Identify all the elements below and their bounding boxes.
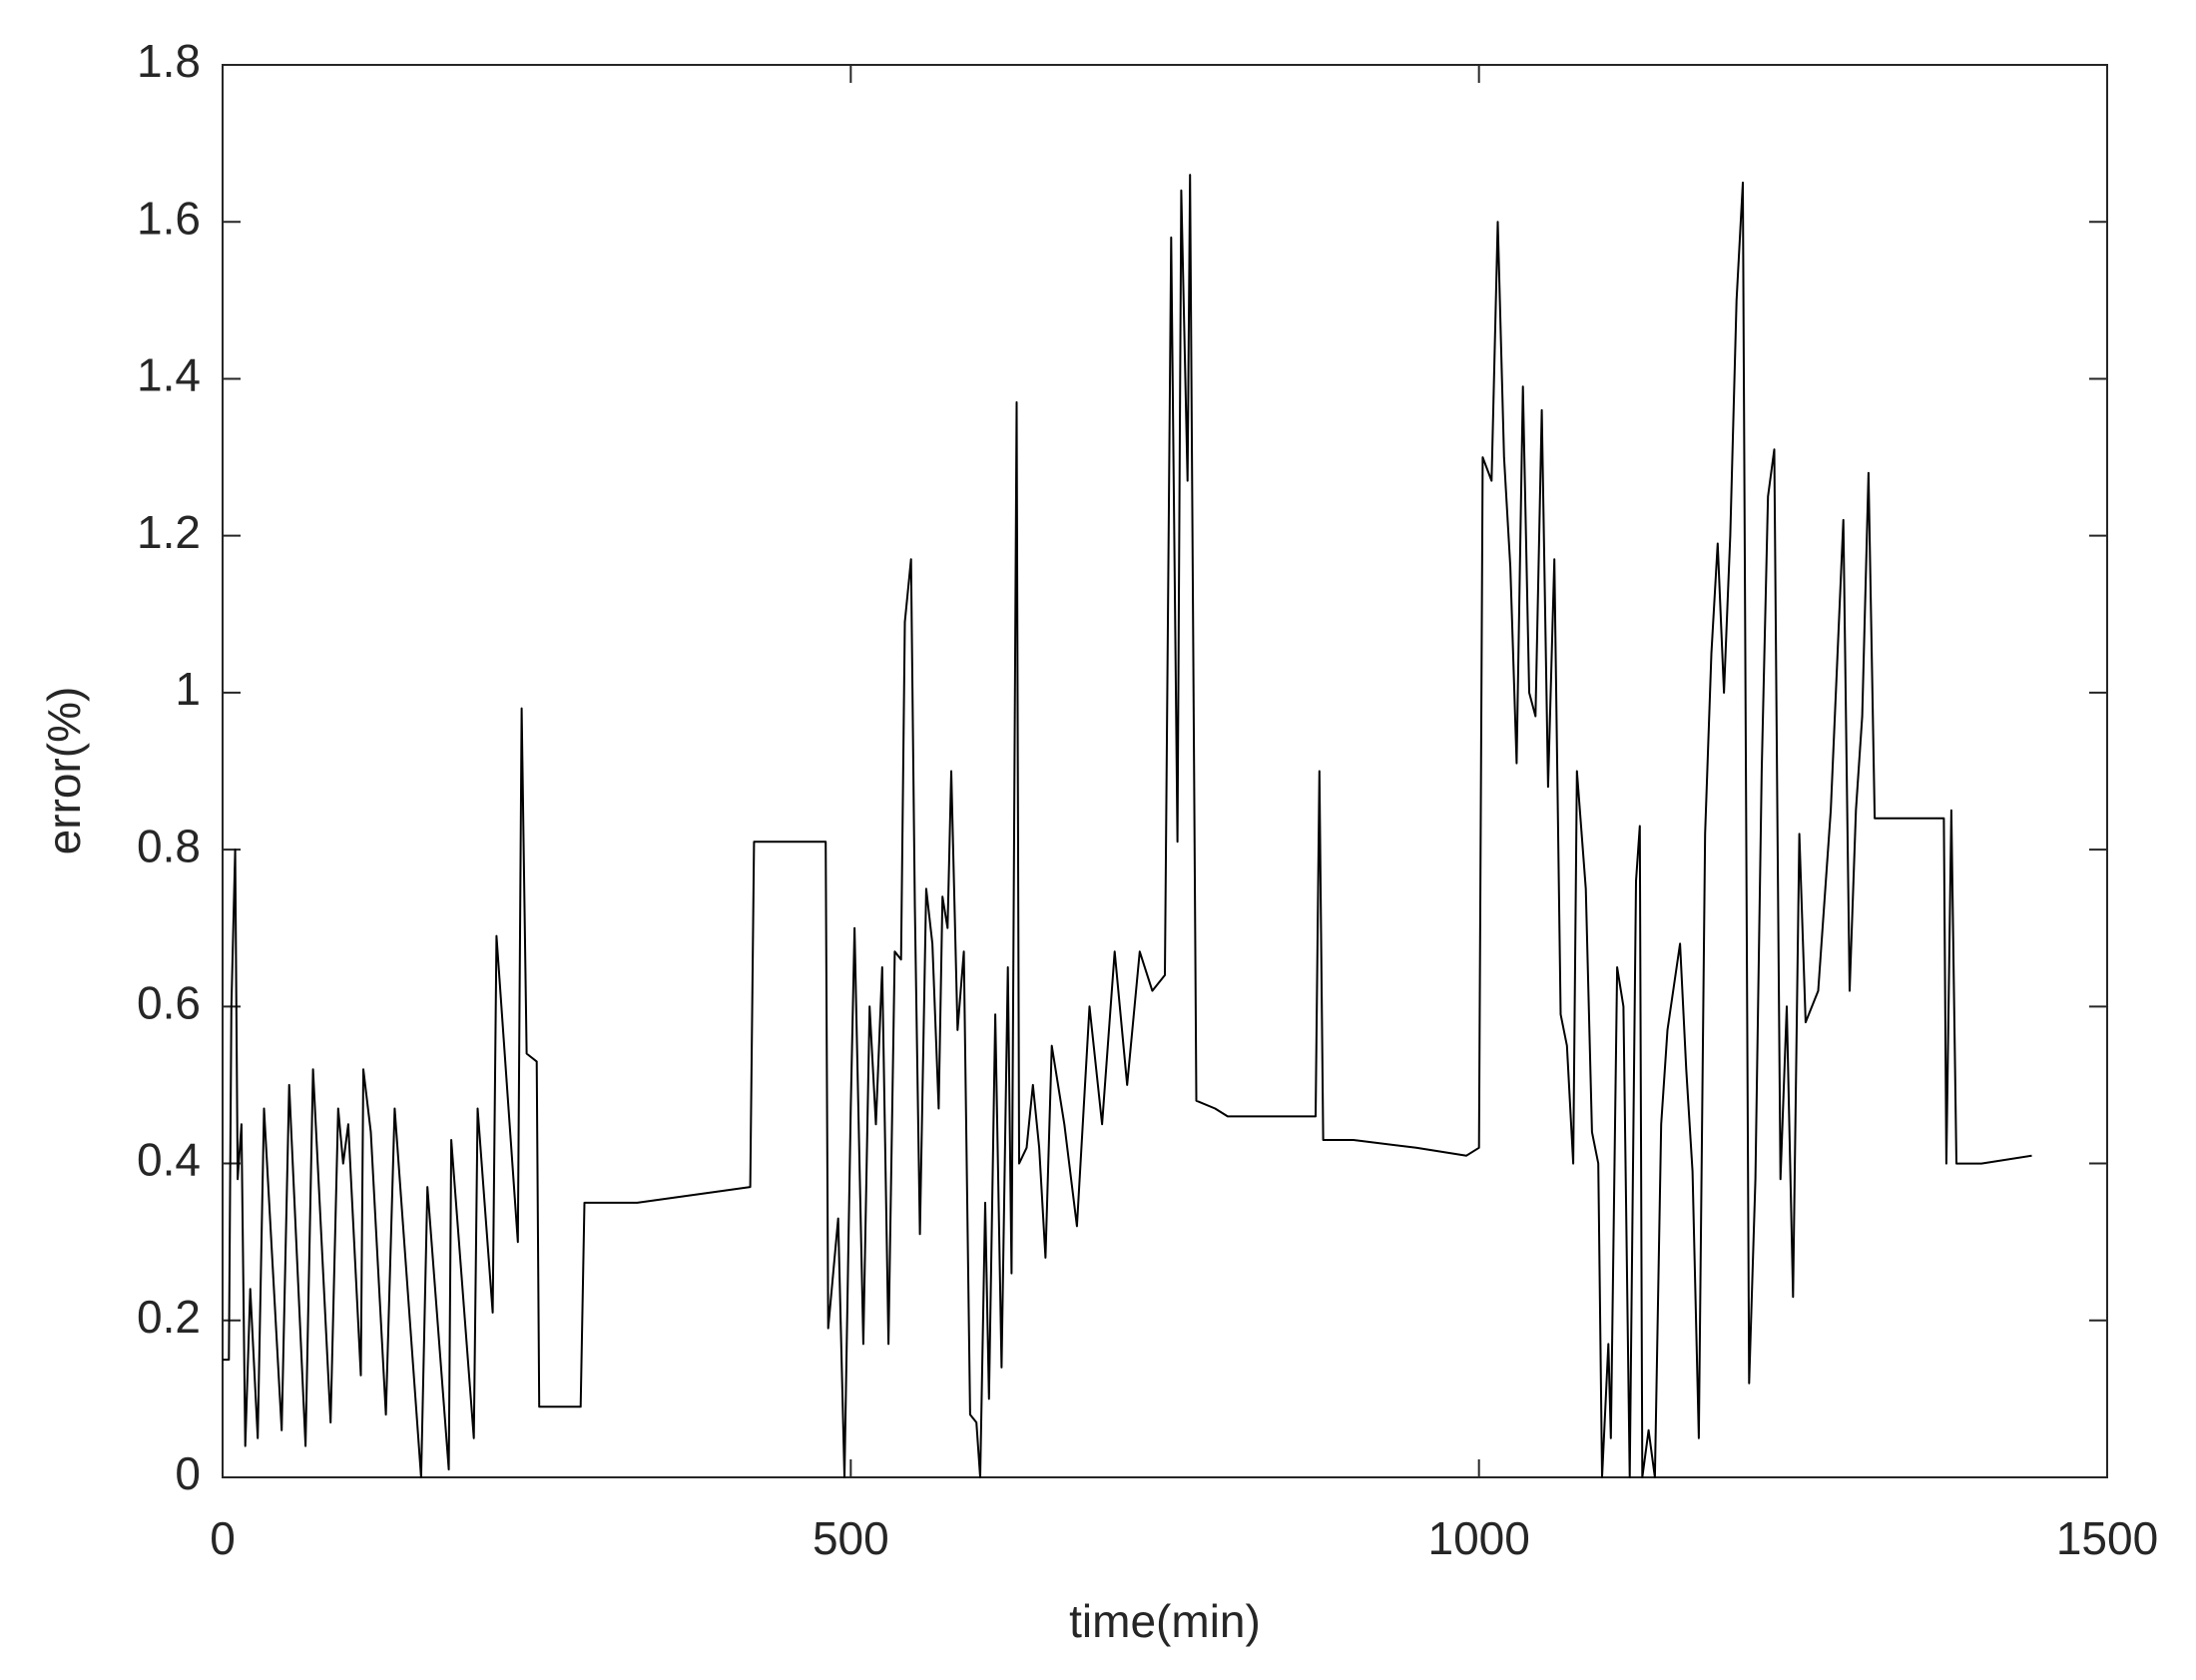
plot-frame [222, 64, 2108, 1478]
line [223, 174, 2032, 1478]
x-tick-label: 500 [813, 1512, 889, 1564]
x-tick-label: 1000 [1427, 1512, 1529, 1564]
y-tick-label: 1.2 [137, 506, 201, 558]
x-tick-label: 1500 [2056, 1512, 2158, 1564]
y-tick-label: 0 [175, 1447, 201, 1499]
y-tick-label: 1.8 [137, 35, 201, 87]
y-tick-label: 1 [175, 663, 201, 715]
y-tick-label: 1.6 [137, 192, 201, 244]
y-tick-label: 0.2 [137, 1291, 201, 1343]
x-axis-label: time(min) [1069, 1595, 1261, 1647]
y-tick-label: 0.6 [137, 976, 201, 1028]
y-tick-label: 1.4 [137, 349, 201, 401]
y-tick-label: 0.8 [137, 820, 201, 871]
y-tick-label: 0.4 [137, 1134, 201, 1186]
x-tick-label: 0 [210, 1512, 236, 1564]
y-axis-label: error(%) [38, 687, 90, 855]
